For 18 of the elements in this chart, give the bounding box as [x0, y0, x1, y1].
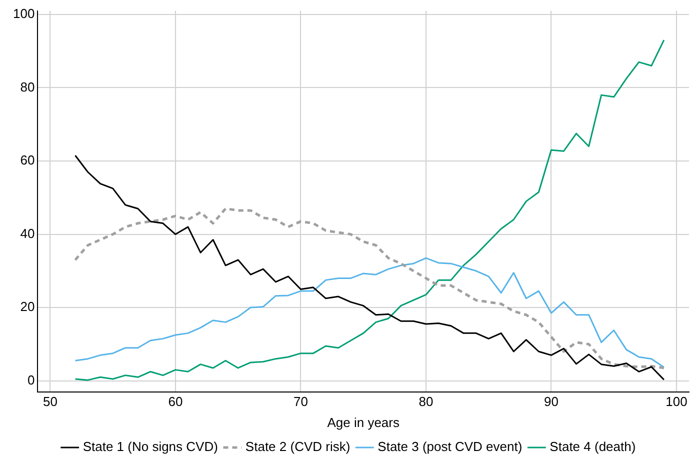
line-series [74, 207, 666, 370]
legend-label: State 4 (death) [550, 439, 636, 454]
x-tick-label: 50 [42, 394, 58, 410]
y-tick-label: 80 [20, 79, 35, 94]
y-tick-label: 60 [20, 152, 35, 168]
legend-label: State 1 (No signs CVD) [82, 439, 218, 454]
legend-label: State 3 (post CVD event) [378, 439, 522, 454]
x-tick-label: 80 [418, 394, 434, 410]
x-tick-label: 70 [293, 394, 308, 410]
x-tick-label: 60 [168, 394, 183, 410]
y-tick-label: 20 [20, 299, 35, 314]
x-tick-label: 90 [544, 394, 558, 410]
y-tick-label: 40 [20, 226, 35, 241]
x-tick-label: 100 [666, 394, 688, 410]
y-tick-label: 0 [27, 372, 35, 388]
x-axis-title: Age in years [327, 414, 400, 430]
legend-label: State 2 (CVD risk) [245, 439, 350, 454]
y-tick-label: 100 [12, 6, 35, 22]
